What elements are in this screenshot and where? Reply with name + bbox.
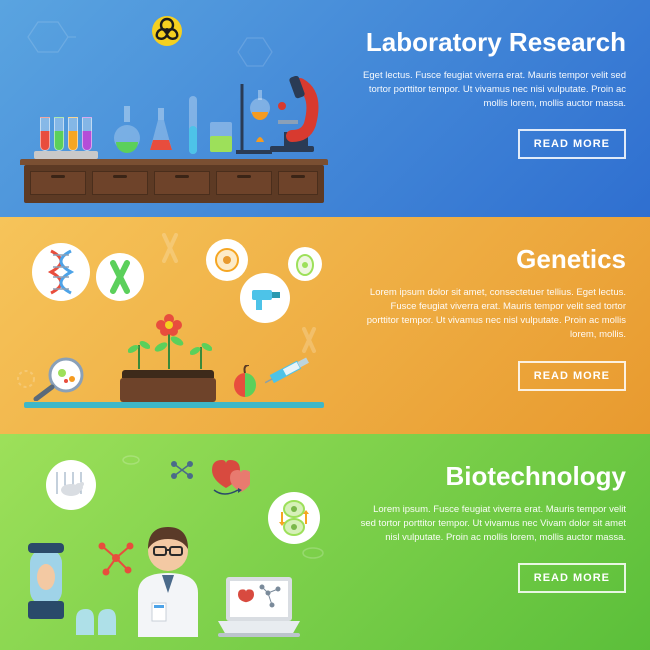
text-column: Biotechnology Lorem ipsum. Fusce feugiat… (360, 434, 650, 650)
panel-biotechnology: Biotechnology Lorem ipsum. Fusce feugiat… (0, 434, 650, 650)
drawer (154, 171, 210, 195)
drawer (278, 171, 318, 195)
panel-description: Lorem ipsum. Fusce feugiat viverra erat.… (360, 503, 626, 546)
bg-microbe-icon (300, 544, 326, 562)
tall-flask-icon (182, 96, 204, 159)
gloves-icon (70, 601, 122, 642)
drawer (92, 171, 148, 195)
test-tube-icon (54, 117, 64, 151)
callout-cell-division (268, 492, 320, 544)
scientist-icon (128, 517, 208, 642)
panel-title: Genetics (360, 245, 626, 274)
test-tube-icon (40, 117, 50, 151)
flower-icon (154, 311, 184, 374)
microscope-icon (264, 76, 320, 159)
apple-icon (230, 365, 260, 402)
callout-gene-gun (240, 273, 290, 323)
beaker-icon (208, 120, 234, 159)
magnifier-icon (32, 357, 88, 406)
read-more-button[interactable]: READ MORE (518, 563, 626, 593)
panel-title: Laboratory Research (360, 28, 626, 57)
callout-lab-mouse (46, 460, 96, 510)
panel-description: Eget lectus. Fusce feugiat viverra erat.… (360, 69, 626, 112)
round-flask-icon (112, 106, 142, 159)
drawer (30, 171, 86, 195)
incubation-tank-icon (26, 543, 66, 626)
text-column: Laboratory Research Eget lectus. Fusce f… (360, 0, 650, 217)
planter-box (120, 378, 216, 402)
conical-flask-icon (146, 108, 176, 159)
sprout-icon (190, 339, 212, 374)
callout-dna (32, 243, 90, 301)
bg-microbe-icon (120, 452, 142, 468)
syringe-icon (262, 355, 316, 390)
panel-description: Lorem ipsum dolor sit amet, consectetuer… (360, 286, 626, 343)
illustration-genetics (0, 217, 360, 434)
test-tube-icon (82, 117, 92, 151)
callout-chromosome (96, 253, 144, 301)
lab-bench (24, 165, 324, 203)
bg-chromosome-icon (160, 233, 180, 268)
panel-genetics: Genetics Lorem ipsum dolor sit amet, con… (0, 217, 650, 434)
illustration-biotech (0, 434, 360, 650)
molecule-small-icon (168, 458, 196, 487)
drawer (216, 171, 272, 195)
bg-molecule-icon (230, 30, 280, 74)
illustration-lab (0, 0, 360, 217)
callout-cell (206, 239, 248, 281)
read-more-button[interactable]: READ MORE (518, 129, 626, 159)
bg-molecule-icon (18, 12, 78, 62)
test-tube-icon (68, 117, 78, 151)
read-more-button[interactable]: READ MORE (518, 361, 626, 391)
biohazard-icon (150, 14, 184, 53)
laptop-icon (214, 575, 304, 644)
heart-swap-icon (208, 454, 250, 496)
bg-chromosome-icon (300, 327, 318, 358)
text-column: Genetics Lorem ipsum dolor sit amet, con… (360, 217, 650, 434)
callout-egg (288, 247, 322, 281)
panel-title: Biotechnology (360, 462, 626, 491)
test-tube-rack (34, 151, 98, 159)
panel-laboratory: Laboratory Research Eget lectus. Fusce f… (0, 0, 650, 217)
sprout-icon (128, 335, 150, 374)
